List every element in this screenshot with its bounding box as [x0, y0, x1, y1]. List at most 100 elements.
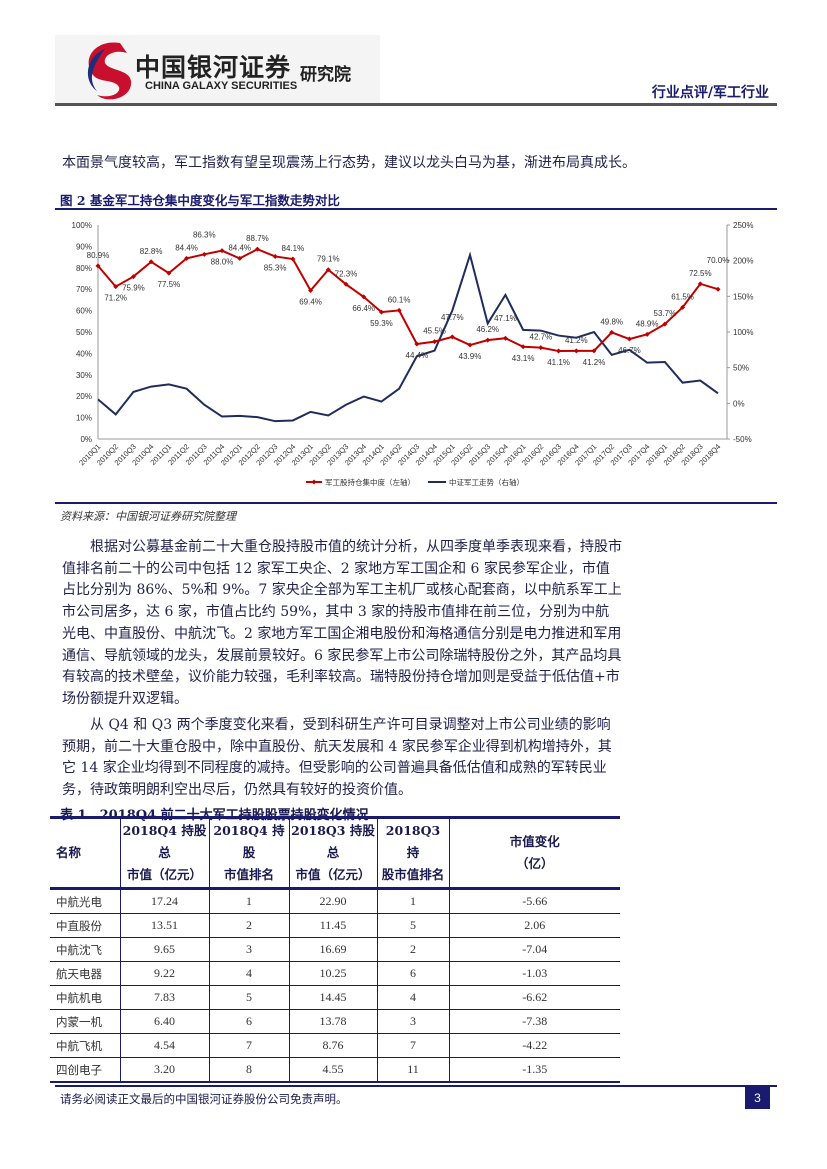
- page-number: 3: [745, 1087, 770, 1109]
- concentration-point: [272, 253, 278, 259]
- concentration-point: [680, 304, 686, 310]
- column-header-line: 2018Q3 持: [385, 823, 441, 860]
- column-header-line: 2018Q3 持股总: [291, 823, 375, 860]
- footer-disclaimer: 请务必阅读正文最后的中国银河证券股份公司免责声明。: [60, 1092, 348, 1106]
- concentration-point: [113, 284, 119, 290]
- footer-divider: [55, 1085, 777, 1087]
- data-label: 41.2%: [565, 336, 588, 345]
- column-header-line: 市值（亿元）: [295, 867, 371, 882]
- header-divider: [55, 103, 777, 106]
- right-axis-tick-label: 200%: [733, 257, 753, 266]
- data-label: 82.8%: [140, 247, 163, 256]
- column-header: 2018Q3 持股总市值（亿元）: [288, 816, 378, 890]
- galaxy-logo-icon: [87, 42, 132, 100]
- data-label: 84.4%: [228, 243, 251, 252]
- intro-line: 本面景气度较高，军工指数有望呈现震荡上行态势，建议以龙头白马为基，渐进布局真成长…: [62, 155, 636, 171]
- table-cell: 7: [376, 1033, 450, 1058]
- concentration-point: [591, 348, 597, 354]
- data-label: 70.0%: [707, 256, 730, 265]
- concentration-point: [237, 255, 243, 261]
- concentration-point: [697, 281, 703, 287]
- data-label: 84.4%: [175, 243, 198, 252]
- table-cell: 22.90: [288, 888, 378, 914]
- figure-title: 图 2 基金军工持仓集中度变化与军工指数走势对比: [60, 193, 340, 208]
- column-header: 名称: [50, 816, 121, 890]
- table-cell: 4.54: [119, 1033, 210, 1058]
- table-row: 中航光电 17.24 1 22.90 1 -5.66: [50, 888, 620, 914]
- concentration-point: [573, 348, 579, 354]
- right-axis-tick-label: 50%: [733, 364, 749, 373]
- concentration-point: [626, 336, 632, 342]
- concentration-point: [449, 334, 455, 340]
- legend-diamond-icon: [311, 479, 317, 485]
- table-cell: 中航光电: [50, 888, 121, 914]
- legend-concentration-label: 军工股持仓集中度（左轴）: [325, 477, 415, 487]
- data-label: 46.2%: [476, 325, 499, 334]
- column-header-line: 2018Q4 持股: [213, 823, 285, 860]
- data-label: 41.1%: [547, 358, 570, 367]
- table-cell: 4.55: [288, 1057, 378, 1083]
- concentration-point: [166, 270, 172, 276]
- concentration-point: [502, 335, 508, 341]
- data-label: 80.9%: [87, 251, 110, 260]
- left-axis-tick-label: 10%: [76, 414, 92, 423]
- concentration-point: [414, 341, 420, 347]
- data-label: 69.4%: [299, 297, 322, 306]
- logo-institute: 研究院: [300, 65, 351, 85]
- paragraph-2: 从 Q4 和 Q3 两个季度变化来看，受到科研生产许可目录调整对上市公司业绩的影…: [62, 717, 612, 799]
- line-chart: 0% 10% 20% 30% 40% 50% 60% 70% 80% 90% 100% -50% 0% 5…: [72, 221, 754, 487]
- table-cell: 6: [376, 961, 450, 986]
- concentration-point: [308, 287, 314, 293]
- data-label: 84.1%: [282, 244, 305, 253]
- column-header-line: 市值排名: [223, 867, 274, 882]
- data-label: 88.0%: [211, 258, 234, 267]
- table-cell: 11.45: [288, 913, 378, 938]
- concentration-point: [290, 256, 296, 262]
- left-axis-tick-label: 100%: [72, 221, 92, 230]
- column-header: 市值变化 （亿）: [448, 816, 620, 890]
- table-cell: 10.25: [288, 961, 378, 986]
- figure-source: 资料来源：中国银河证券研究院整理: [60, 510, 236, 523]
- table-cell: 中航沈飞: [50, 937, 121, 962]
- column-header-line: 市值变化: [509, 834, 560, 849]
- concentration-point: [325, 267, 331, 273]
- table-cell: -1.03: [448, 961, 620, 986]
- table-cell: 2: [208, 913, 290, 938]
- concentration-point: [662, 321, 668, 327]
- left-axis-tick-label: 80%: [76, 264, 92, 273]
- left-axis-tick-label: 40%: [76, 349, 92, 358]
- table-cell: 9.65: [119, 937, 210, 962]
- table-cell: 13.51: [119, 913, 210, 938]
- data-label: 75.9%: [122, 284, 145, 293]
- logo-chinese-name: 中国银河证券: [135, 53, 292, 82]
- table-cell: 航天电器: [50, 961, 121, 986]
- table-cell: 2: [376, 937, 450, 962]
- data-label: 48.9%: [636, 319, 659, 328]
- table-cell: 6: [208, 1009, 290, 1034]
- logo-english-name: CHINA GALAXY SECURITIES: [145, 80, 298, 92]
- table-cell: -7.04: [448, 937, 620, 962]
- data-label: 72.5%: [689, 269, 712, 278]
- concentration-point: [184, 255, 190, 261]
- table-cell: 5: [376, 913, 450, 938]
- data-label: 41.2%: [583, 358, 606, 367]
- concentration-point: [95, 263, 101, 269]
- concentration-point: [715, 286, 721, 292]
- concentration-point: [378, 309, 384, 315]
- legend-index-label: 中证军工走势（右轴）: [449, 477, 524, 487]
- right-axis-tick-label: 0%: [733, 399, 745, 408]
- data-label: 43.9%: [459, 352, 482, 361]
- holdings-table: 名称 2018Q4 持股总 市值（亿元） 2018Q4 持股 市值排名 2018Q3 持股…: [50, 816, 620, 1083]
- table-cell: 14.45: [288, 985, 378, 1010]
- left-axis-tick-label: 70%: [76, 285, 92, 294]
- table-cell: 2.06: [448, 913, 620, 938]
- table-cell: 7.83: [119, 985, 210, 1010]
- concentration-line: [97, 248, 719, 353]
- data-label: 72.3%: [335, 269, 358, 278]
- concentration-point: [467, 342, 473, 348]
- left-axis-tick-label: 20%: [76, 392, 92, 401]
- column-header-line: 市值（亿元）: [126, 867, 202, 882]
- table-row: 中航沈飞 9.65 3 16.69 2 -7.04: [50, 937, 620, 962]
- data-label: 66.4%: [352, 304, 375, 313]
- right-axis-tick-label: 250%: [733, 221, 753, 230]
